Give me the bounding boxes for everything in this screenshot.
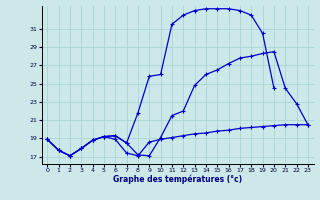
X-axis label: Graphe des températures (°c): Graphe des températures (°c) [113, 175, 242, 184]
